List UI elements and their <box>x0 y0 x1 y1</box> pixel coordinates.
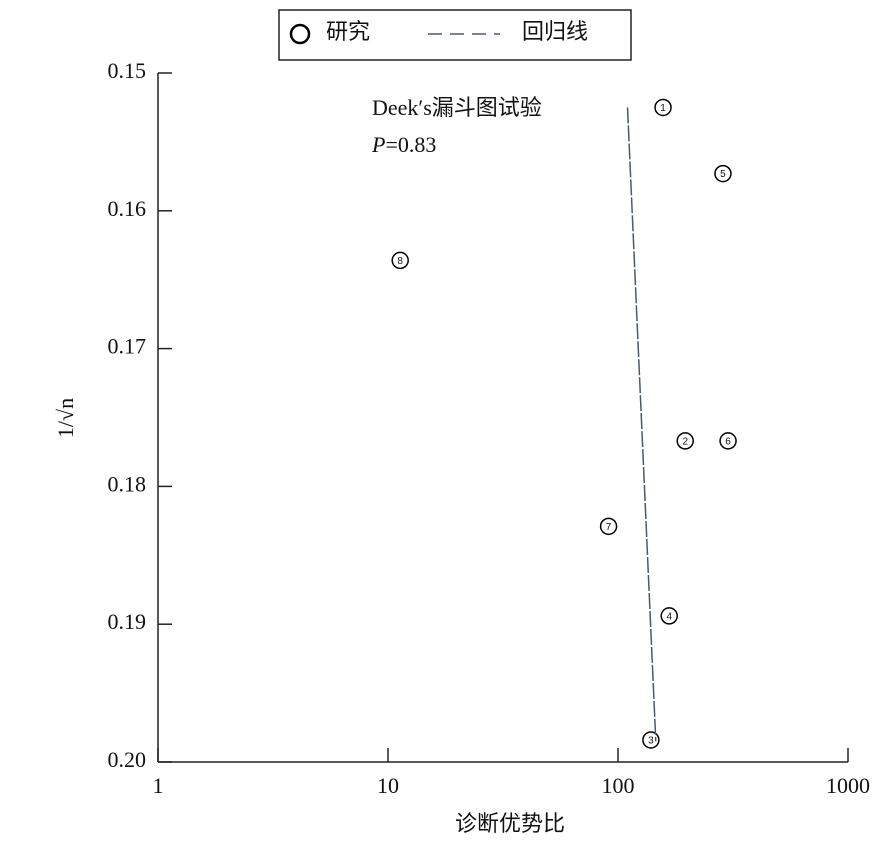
point <box>642 731 660 749</box>
point-label: 1 <box>660 103 666 114</box>
legend-box <box>278 9 632 61</box>
point <box>719 432 737 450</box>
point-label: 2 <box>682 437 688 448</box>
y-tick-label: 0.19 <box>108 609 147 634</box>
regression-line <box>626 107 657 742</box>
legend-marker <box>289 23 311 45</box>
annotation-part: P <box>371 132 385 157</box>
point <box>714 164 732 183</box>
y-tick-label: 0.20 <box>108 747 147 772</box>
point <box>660 607 678 625</box>
point-label: 8 <box>397 256 403 267</box>
annotation: P=0.83 <box>371 132 436 157</box>
point <box>391 251 409 270</box>
point-label: 6 <box>725 437 731 448</box>
x-tick-label: 10 <box>377 773 399 798</box>
point-label: 4 <box>666 612 672 623</box>
y-axis-label: 1/√n <box>53 398 78 438</box>
x-tick-label: 1 <box>153 773 164 798</box>
point-label: 3 <box>648 736 654 747</box>
legend-label: 回归线 <box>522 19 588 44</box>
y-tick-label: 0.16 <box>108 196 147 221</box>
legend-label: 研究 <box>326 19 370 44</box>
x-tick-label: 1000 <box>826 773 870 798</box>
x-tick-label: 100 <box>602 773 635 798</box>
point <box>599 517 618 536</box>
y-tick-label: 0.17 <box>108 334 147 359</box>
point-label: 5 <box>720 169 726 180</box>
point <box>676 432 694 450</box>
x-axis-label: 诊断优势比 <box>455 811 565 836</box>
y-tick-label: 0.18 <box>108 471 147 496</box>
point <box>654 98 672 117</box>
annotation-part: =0.83 <box>385 132 436 157</box>
point-label: 7 <box>606 522 612 533</box>
annotation: Deek′s漏斗图试验 <box>372 95 542 120</box>
y-tick-label: 0.15 <box>108 58 147 83</box>
